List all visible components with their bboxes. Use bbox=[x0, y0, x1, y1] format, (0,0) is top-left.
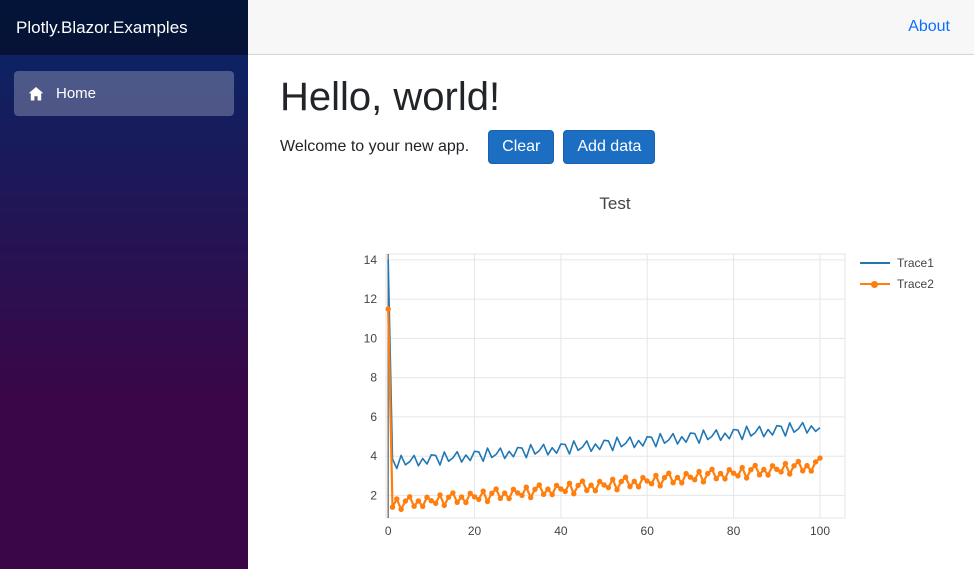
svg-text:14: 14 bbox=[364, 253, 378, 267]
svg-text:2: 2 bbox=[370, 488, 377, 502]
top-bar: About bbox=[248, 0, 974, 55]
plotly-line-chart[interactable]: 0 20 40 60 80 100 2 4 6 8 10 12 14 bbox=[326, 248, 854, 548]
chart-legend: Trace1 Trace2 bbox=[860, 256, 934, 548]
legend-item-trace2[interactable]: Trace2 bbox=[860, 277, 934, 291]
chart-container: 0 20 40 60 80 100 2 4 6 8 10 12 14 Trace1 Trace2 bbox=[326, 248, 942, 548]
app-brand: Plotly.Blazor.Examples bbox=[16, 17, 188, 37]
clear-button[interactable]: Clear bbox=[488, 130, 555, 164]
sidebar-brand-bar: Plotly.Blazor.Examples bbox=[0, 0, 248, 55]
svg-text:12: 12 bbox=[364, 292, 378, 306]
main-area: About Hello, world! Welcome to your new … bbox=[248, 0, 974, 569]
trace2-marker-dot bbox=[871, 280, 878, 288]
sidebar-item-label: Home bbox=[56, 85, 97, 102]
svg-text:60: 60 bbox=[641, 524, 655, 538]
svg-text:4: 4 bbox=[370, 449, 377, 463]
welcome-text: Welcome to your new app. bbox=[280, 138, 470, 155]
svg-text:0: 0 bbox=[385, 524, 392, 538]
about-link[interactable]: About bbox=[908, 18, 950, 35]
legend-label: Trace2 bbox=[897, 277, 934, 291]
chart-title: Test bbox=[599, 194, 631, 213]
page-title: Hello, world! bbox=[280, 75, 501, 119]
svg-text:10: 10 bbox=[364, 331, 378, 345]
trace2-line-swatch bbox=[860, 280, 890, 288]
svg-text:40: 40 bbox=[554, 524, 568, 538]
welcome-row: Welcome to your new app. Clear Add data bbox=[280, 130, 942, 164]
add-data-button[interactable]: Add data bbox=[563, 130, 656, 164]
svg-text:100: 100 bbox=[810, 524, 830, 538]
svg-text:80: 80 bbox=[727, 524, 741, 538]
home-icon bbox=[28, 86, 44, 102]
main-content: Hello, world! Welcome to your new app. C… bbox=[248, 55, 974, 569]
svg-text:20: 20 bbox=[468, 524, 482, 538]
trace1-line-swatch bbox=[860, 262, 890, 264]
svg-text:8: 8 bbox=[370, 371, 377, 385]
sidebar-item-home[interactable]: Home bbox=[14, 71, 234, 116]
sidebar-nav: Home bbox=[0, 55, 248, 132]
legend-item-trace1[interactable]: Trace1 bbox=[860, 256, 934, 270]
sidebar: Plotly.Blazor.Examples Home bbox=[0, 0, 248, 569]
svg-text:6: 6 bbox=[370, 410, 377, 424]
legend-label: Trace1 bbox=[897, 256, 934, 270]
